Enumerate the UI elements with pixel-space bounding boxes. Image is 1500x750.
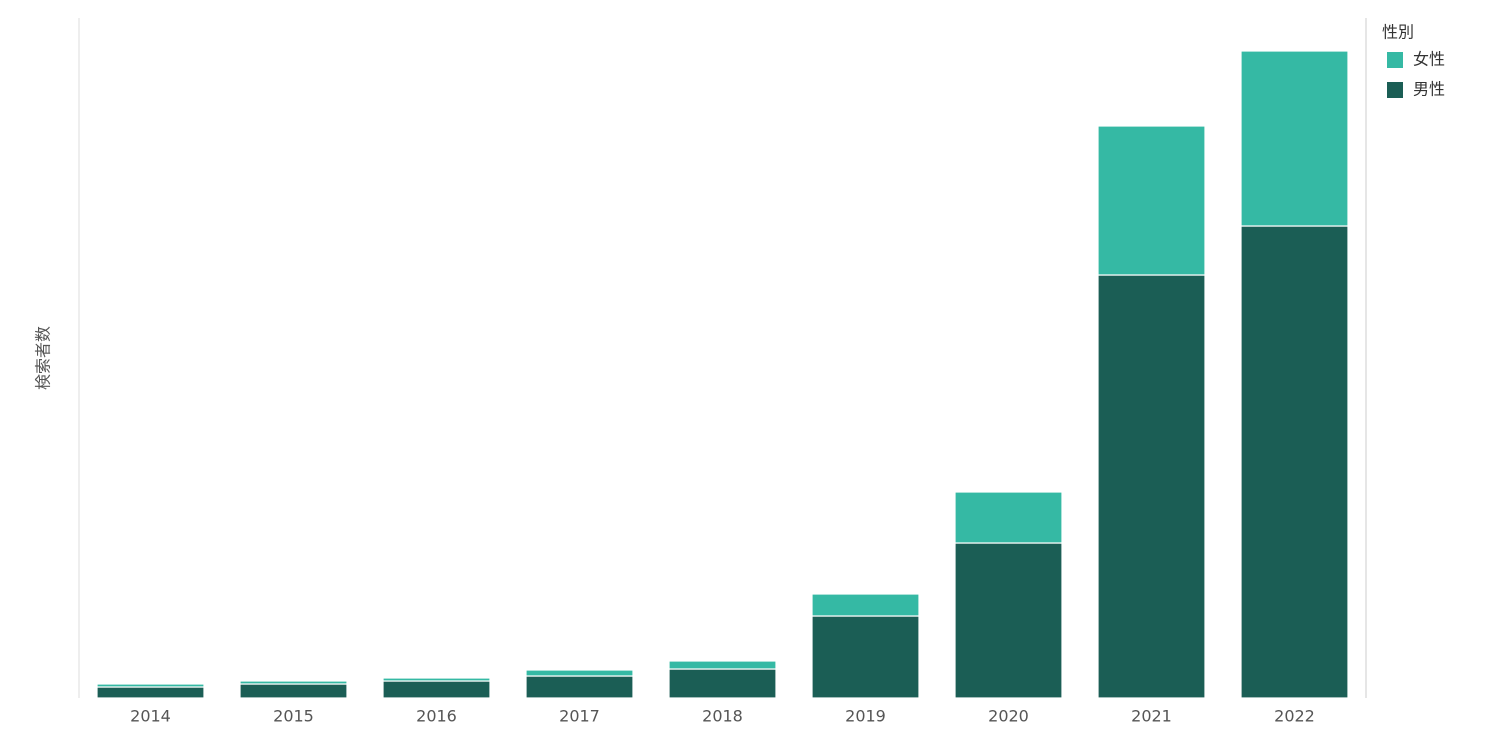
bar-segment: [96, 683, 205, 688]
legend-label: 女性: [1413, 50, 1445, 69]
legend-title: 性別: [1382, 23, 1414, 42]
x-tick-label: 2015: [273, 707, 314, 726]
legend-label: 男性: [1413, 80, 1445, 99]
x-tick-label: 2018: [702, 707, 743, 726]
x-tick-label: 2022: [1274, 707, 1315, 726]
bar-segment: [239, 683, 348, 699]
bar-segment: [1240, 50, 1349, 227]
bar-segment: [811, 593, 920, 617]
bar-segment: [1097, 274, 1206, 699]
y-axis-label: 検索者数: [34, 326, 53, 390]
bar-segment: [668, 668, 777, 699]
x-tick-label: 2016: [416, 707, 457, 726]
bar-segment: [382, 677, 491, 682]
legend-swatch: [1387, 82, 1403, 98]
bar-segment: [954, 542, 1063, 699]
bar-segment: [239, 680, 348, 685]
x-tick-label: 2017: [559, 707, 600, 726]
bar-segment: [1240, 225, 1349, 699]
x-tick-label: 2014: [130, 707, 171, 726]
x-tick-label: 2021: [1131, 707, 1172, 726]
bar-segment: [525, 675, 634, 699]
bar-segment: [954, 491, 1063, 544]
bar-segment: [811, 615, 920, 699]
bar-segment: [668, 660, 777, 670]
bar-segment: [382, 680, 491, 699]
legend-swatch: [1387, 52, 1403, 68]
x-tick-label: 2019: [845, 707, 886, 726]
bar-segment: [1097, 125, 1206, 276]
x-tick-label: 2020: [988, 707, 1029, 726]
bar-segment: [96, 686, 205, 699]
bar-segment: [525, 669, 634, 677]
